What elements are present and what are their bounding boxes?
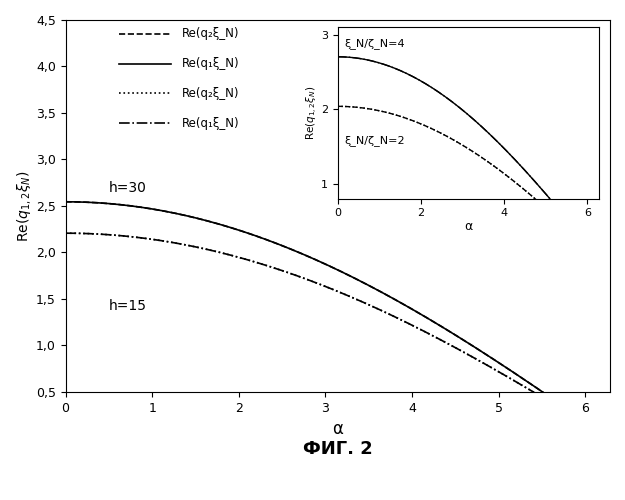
Re(q₂ξ_N) xyxy=(62,230,69,236)
Line: Re(q₁ξ_N): Re(q₁ξ_N) xyxy=(66,202,610,438)
X-axis label: α: α xyxy=(332,420,343,438)
Re(q₁ξ_N) xyxy=(89,200,97,205)
Re(q₂ξ_N) xyxy=(591,426,598,432)
Re(q₂ξ_N) xyxy=(312,257,319,263)
Re(q₂ξ_N) xyxy=(312,280,319,285)
Y-axis label: $\mathrm{Re}(q_{1,2}\xi_N)$: $\mathrm{Re}(q_{1,2}\xi_N)$ xyxy=(15,170,33,242)
Re(q₂ξ_N) xyxy=(491,366,498,372)
Re(q₁ξ_N) xyxy=(491,366,498,372)
Re(q₁ξ_N) xyxy=(606,436,614,442)
Re(q₂ξ_N) xyxy=(326,264,334,270)
Re(q₁ξ_N) xyxy=(491,356,498,362)
Text: ФИГ. 2: ФИГ. 2 xyxy=(303,440,372,458)
Re(q₂ξ_N) xyxy=(89,200,97,205)
Re(q₁ξ_N) xyxy=(62,230,69,236)
Re(q₂ξ_N) xyxy=(606,436,614,442)
Re(q₁ξ_N) xyxy=(312,257,319,263)
Re(q₂ξ_N) xyxy=(606,436,614,442)
Re(q₂ξ_N) xyxy=(591,424,598,430)
Re(q₂ξ_N) xyxy=(89,231,97,237)
Re(q₁ξ_N) xyxy=(591,426,598,432)
Re(q₂ξ_N) xyxy=(62,199,69,205)
Text: h=15: h=15 xyxy=(109,299,147,313)
Re(q₂ξ_N) xyxy=(590,426,598,432)
Re(q₂ξ_N) xyxy=(326,286,334,292)
Re(q₁ξ_N) xyxy=(326,286,334,292)
Text: Re(q₁ξ_N): Re(q₁ξ_N) xyxy=(182,116,239,130)
Text: Re(q₂ξ_N): Re(q₂ξ_N) xyxy=(182,87,239,100)
Re(q₁ξ_N) xyxy=(326,264,334,270)
Line: Re(q₁ξ_N): Re(q₁ξ_N) xyxy=(66,233,610,438)
Re(q₁ξ_N) xyxy=(606,436,614,442)
Text: h=30: h=30 xyxy=(109,181,147,195)
Re(q₁ξ_N) xyxy=(89,231,97,237)
Re(q₁ξ_N) xyxy=(590,426,598,432)
Re(q₁ξ_N) xyxy=(591,424,598,430)
Re(q₂ξ_N) xyxy=(491,356,498,362)
Re(q₂ξ_N) xyxy=(590,424,598,430)
Re(q₁ξ_N) xyxy=(312,280,319,285)
Text: Re(q₁ξ_N): Re(q₁ξ_N) xyxy=(182,57,239,70)
Line: Re(q₂ξ_N): Re(q₂ξ_N) xyxy=(66,233,610,438)
Re(q₁ξ_N) xyxy=(590,424,598,430)
Line: Re(q₂ξ_N): Re(q₂ξ_N) xyxy=(66,202,610,438)
Re(q₁ξ_N) xyxy=(62,199,69,205)
Text: Re(q₂ξ_N): Re(q₂ξ_N) xyxy=(182,28,239,40)
